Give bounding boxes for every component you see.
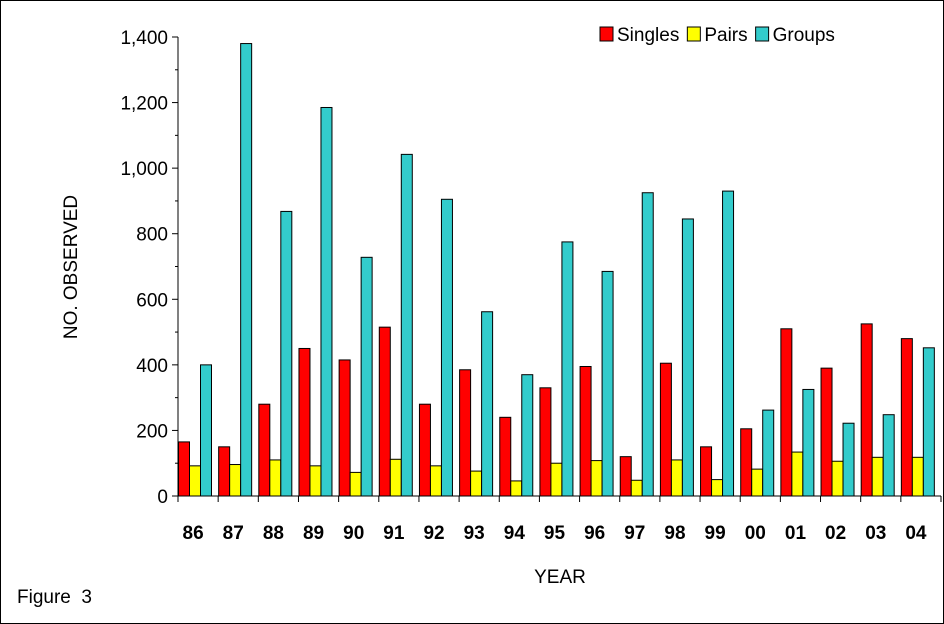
- x-tick-label: 92: [423, 523, 444, 544]
- bar-pairs: [470, 470, 483, 497]
- bar-singles: [178, 441, 190, 497]
- bar-groups: [681, 218, 694, 497]
- bar-pairs: [711, 479, 724, 497]
- bar-singles: [820, 367, 833, 497]
- x-tick-label: 90: [343, 523, 364, 544]
- legend: Singles Pairs Groups: [599, 25, 835, 46]
- bar-singles: [338, 359, 351, 497]
- x-tick-label: 97: [624, 523, 645, 544]
- y-tick-label: 1,200: [120, 94, 168, 115]
- bar-singles: [700, 446, 713, 497]
- bar-pairs: [389, 458, 402, 497]
- y-axis-label: NO. OBSERVED: [61, 195, 82, 339]
- bar-singles: [659, 362, 672, 497]
- bar-groups: [481, 311, 494, 497]
- legend-swatch-groups: [755, 26, 770, 42]
- bar-groups: [200, 364, 212, 497]
- bar-pairs: [229, 464, 242, 497]
- x-tick-label: 99: [705, 523, 726, 544]
- bar-singles: [579, 365, 592, 497]
- bar-pairs: [429, 465, 442, 497]
- y-tick-label: 400: [136, 356, 168, 377]
- bar-singles: [298, 347, 311, 497]
- bar-singles: [459, 369, 472, 497]
- x-tick-label: 87: [223, 523, 244, 544]
- x-tick-label: 88: [263, 523, 284, 544]
- bar-groups: [802, 388, 815, 497]
- bar-singles: [780, 328, 793, 497]
- bar-singles: [378, 326, 391, 497]
- bar-groups: [440, 198, 453, 497]
- bar-groups: [882, 414, 895, 497]
- x-tick-label: 01: [785, 523, 807, 544]
- bar-pairs: [630, 479, 643, 497]
- bar-pairs: [590, 460, 603, 497]
- bar-pairs: [309, 465, 322, 497]
- bars: [178, 43, 935, 497]
- bar-pairs: [189, 465, 201, 497]
- x-axis-label: YEAR: [534, 567, 586, 588]
- bar-pairs: [791, 451, 804, 497]
- y-tick-label: 200: [136, 421, 168, 442]
- bar-singles: [740, 428, 753, 497]
- bar-pairs: [269, 459, 282, 497]
- x-tick-label: 00: [745, 523, 766, 544]
- y-tick-label: 600: [136, 290, 168, 311]
- x-tick-label: 89: [303, 523, 324, 544]
- x-tick-label: 86: [183, 523, 204, 544]
- bar-pairs: [831, 460, 844, 497]
- x-tick-label: 04: [905, 523, 927, 544]
- bar-groups: [360, 256, 373, 497]
- legend-label-groups: Groups: [773, 25, 835, 46]
- x-tick-label: 98: [664, 523, 685, 544]
- y-tick-label: 800: [136, 225, 168, 246]
- bar-groups: [400, 153, 413, 497]
- bar-singles: [539, 387, 552, 497]
- bar-singles: [418, 403, 431, 497]
- bar-pairs: [550, 462, 563, 497]
- bar-groups: [601, 270, 614, 497]
- bar-groups: [320, 106, 333, 497]
- x-tick-label: 93: [464, 523, 485, 544]
- bar-singles: [619, 456, 632, 497]
- x-tick-label: 03: [865, 523, 886, 544]
- bar-pairs: [751, 468, 764, 497]
- bar-pairs: [670, 459, 683, 497]
- bar-pairs: [911, 456, 924, 497]
- legend-swatch-singles: [599, 26, 614, 42]
- bar-singles: [860, 323, 873, 497]
- legend-label-pairs: Pairs: [704, 25, 747, 46]
- y-tick-label: 1,000: [120, 159, 168, 180]
- bar-groups: [521, 374, 534, 497]
- bar-groups: [722, 190, 735, 497]
- bar-singles: [258, 403, 271, 497]
- y-tick-label: 1,400: [120, 28, 168, 49]
- bar-groups: [842, 422, 855, 497]
- bar-singles: [218, 446, 231, 497]
- bar-groups: [762, 409, 775, 497]
- legend-label-singles: Singles: [617, 25, 679, 46]
- figure-label: Figure 3: [17, 587, 92, 608]
- bar-pairs: [871, 456, 884, 497]
- y-tick-label: 0: [157, 487, 168, 508]
- x-tick-label: 94: [504, 523, 526, 544]
- bar-groups: [280, 210, 293, 497]
- bar-groups: [922, 347, 935, 497]
- legend-swatch-pairs: [686, 26, 701, 42]
- bar-singles: [499, 416, 512, 497]
- x-tick-label: 02: [825, 523, 846, 544]
- x-tick-label: 95: [544, 523, 566, 544]
- bar-groups: [561, 241, 574, 497]
- bar-groups: [641, 192, 654, 497]
- bar-pairs: [349, 471, 362, 497]
- bar-groups: [240, 43, 253, 497]
- x-tick-label: 96: [584, 523, 605, 544]
- bar-pairs: [510, 480, 523, 497]
- x-tick-label: 91: [383, 523, 405, 544]
- bar-singles: [900, 338, 913, 497]
